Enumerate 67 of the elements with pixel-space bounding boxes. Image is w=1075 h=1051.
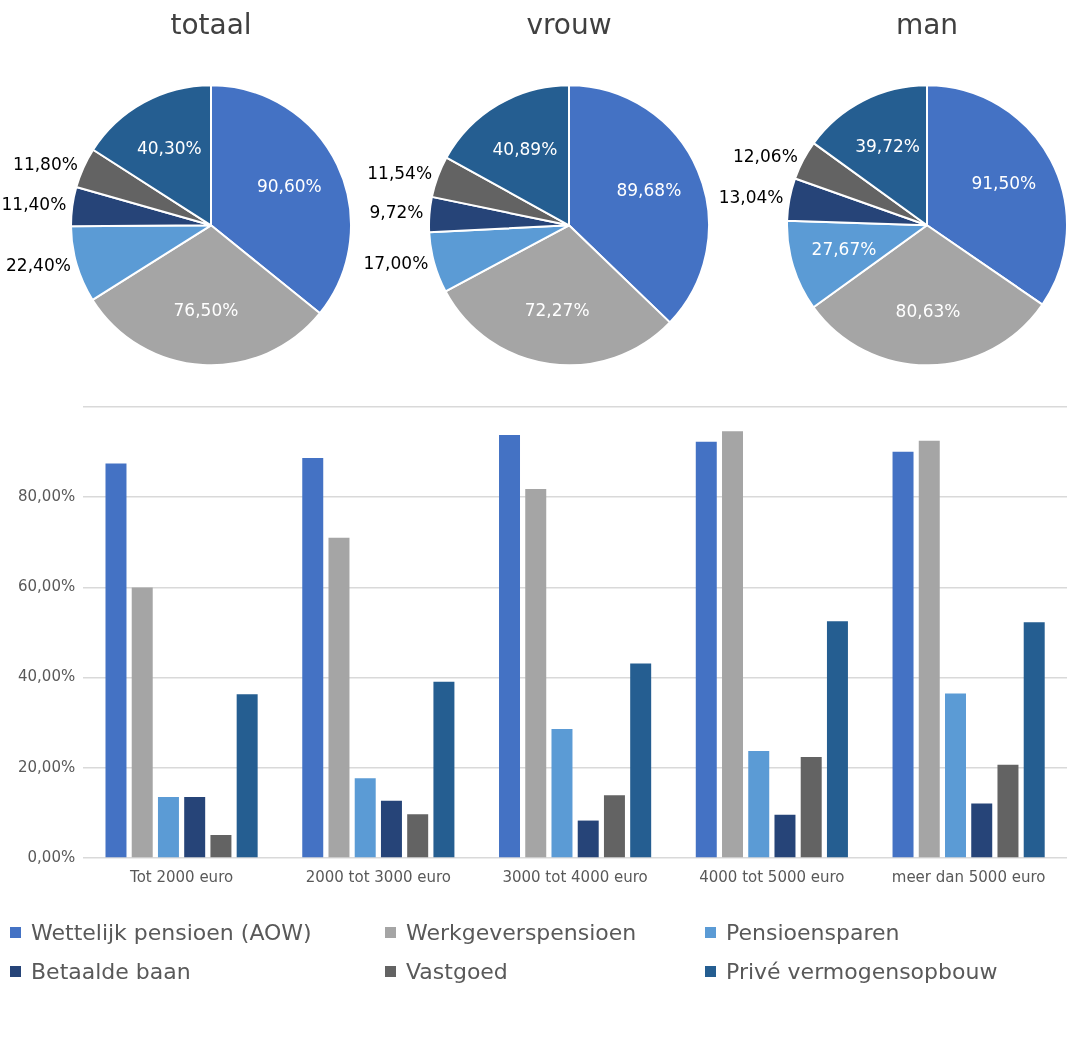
legend-label: Pensioensparen — [726, 920, 900, 945]
data-label: 40,30% — [136, 137, 202, 158]
bar — [499, 434, 520, 858]
bar — [630, 663, 652, 858]
bar — [695, 441, 717, 858]
bar — [577, 820, 599, 858]
bar — [826, 621, 848, 858]
chart-title: totaal — [170, 8, 252, 42]
data-label: 11,80% — [13, 153, 78, 174]
legend-label: Privé vermogensopbouw — [726, 959, 998, 984]
data-label: 27,67% — [811, 239, 877, 260]
x-tick-label: Tot 2000 euro — [129, 867, 234, 886]
bar — [210, 835, 232, 858]
data-label: 12,06% — [732, 145, 798, 166]
data-label: 9,72% — [369, 202, 424, 223]
x-tick-label: 3000 tot 4000 euro — [502, 867, 648, 886]
bar — [774, 814, 796, 858]
bar — [918, 440, 940, 858]
x-tick-label: 2000 tot 3000 euro — [305, 867, 452, 886]
chart-title: vrouw — [526, 8, 612, 42]
bar — [997, 764, 1019, 858]
bar — [433, 681, 455, 858]
bar — [354, 778, 376, 858]
bar — [328, 537, 350, 858]
y-tick-label: 60,00% — [17, 577, 76, 596]
legend-label: Betaalde baan — [31, 959, 191, 984]
data-label: 11,54% — [367, 163, 433, 183]
bar — [236, 694, 258, 858]
y-tick-label: 80,00% — [17, 487, 76, 506]
bar — [945, 693, 966, 858]
bar — [407, 814, 429, 858]
data-label: 22,40% — [6, 254, 71, 275]
data-label: 90,60% — [256, 176, 322, 197]
y-tick-label: 40,00% — [17, 667, 76, 686]
data-label: 80,63% — [895, 300, 961, 321]
bar — [800, 756, 822, 858]
chart-title: man — [895, 8, 959, 42]
y-tick-label: 0,00% — [27, 847, 76, 866]
bar — [748, 751, 770, 858]
legend-label: Wettelijk pensioen (AOW) — [31, 920, 312, 945]
bar — [157, 797, 179, 858]
bar — [105, 463, 127, 858]
data-label: 39,72% — [855, 136, 920, 157]
bar — [892, 451, 914, 858]
bar — [302, 457, 324, 858]
data-label: 76,50% — [173, 300, 239, 321]
legend-label: Werkgeverspensioen — [406, 920, 637, 945]
bar — [525, 489, 547, 858]
bar — [603, 795, 625, 858]
data-label: 89,68% — [616, 179, 682, 200]
data-label: 13,04% — [718, 186, 784, 207]
x-tick-label: meer dan 5000 euro — [891, 867, 1046, 886]
data-label: 17,00% — [363, 252, 429, 273]
bar — [1023, 622, 1045, 858]
data-label: 11,40% — [1, 194, 67, 215]
data-label: 40,89% — [492, 138, 558, 159]
bar — [380, 800, 402, 858]
legend-label: Vastgoed — [406, 959, 508, 984]
bar — [971, 803, 993, 858]
x-tick-label: 4000 tot 5000 euro — [699, 867, 845, 886]
bar — [131, 587, 153, 858]
data-label: 72,27% — [524, 299, 590, 320]
bar — [184, 797, 206, 858]
y-tick-label: 20,00% — [17, 757, 76, 776]
bar — [551, 729, 573, 858]
bar — [722, 431, 743, 858]
data-label: 91,50% — [971, 173, 1037, 194]
